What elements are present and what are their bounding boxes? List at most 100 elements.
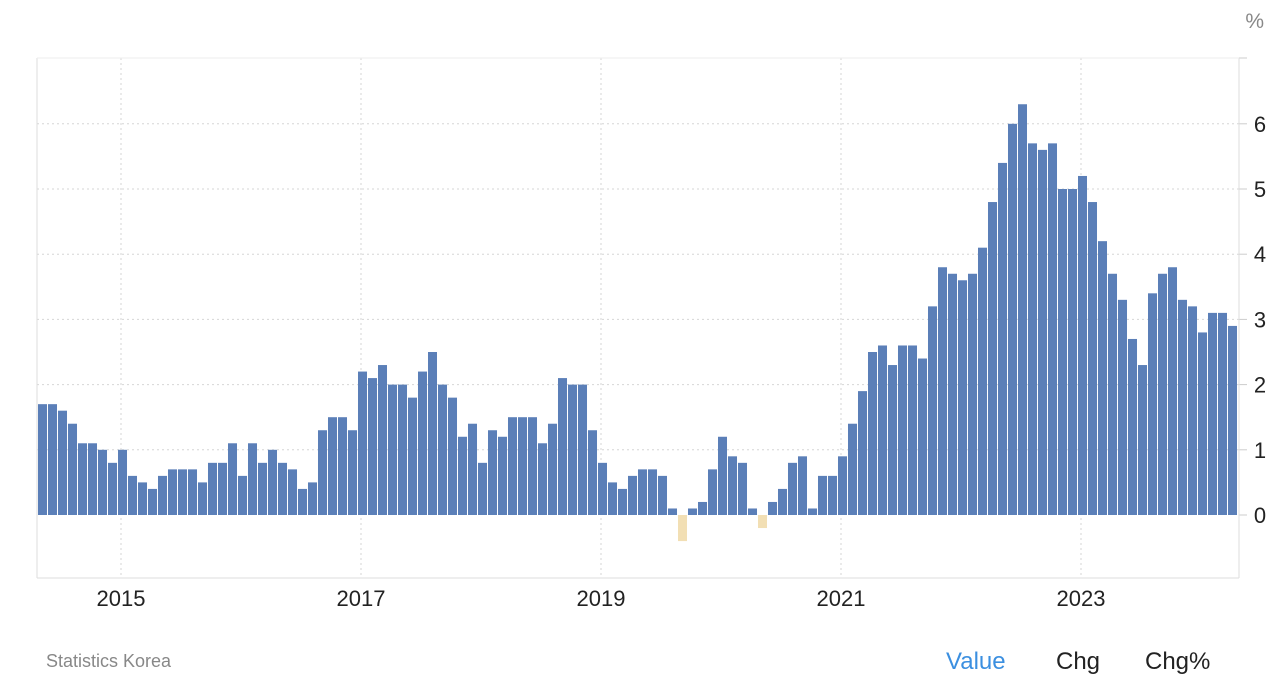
bar: [1048, 143, 1057, 516]
bar: [1088, 202, 1097, 516]
bar: [308, 482, 317, 515]
y-tick-label: 1: [1254, 438, 1266, 463]
bar: [1208, 312, 1217, 515]
bar: [608, 482, 617, 515]
bar: [218, 462, 227, 515]
bar: [198, 482, 207, 515]
bar: [138, 482, 147, 515]
bar: [618, 488, 627, 515]
source-label: Statistics Korea: [46, 651, 172, 671]
bar: [1198, 332, 1207, 515]
bar-chart: 0 1 2 3 4 5 6 2015 2017 2019 2021 2023: [36, 57, 1267, 611]
bar: [858, 391, 867, 515]
bar: [518, 417, 527, 515]
bar: [498, 436, 507, 515]
bar: [818, 475, 827, 515]
bar: [1078, 175, 1087, 515]
bar: [378, 365, 387, 515]
tab-chg[interactable]: Chg: [1056, 648, 1101, 675]
bar: [918, 358, 927, 515]
bar: [288, 469, 297, 515]
bar: [108, 462, 117, 515]
bar: [318, 430, 327, 515]
bars: [38, 104, 1237, 542]
bar: [758, 515, 767, 529]
bar: [998, 162, 1007, 516]
bar: [1128, 338, 1137, 515]
y-tick-label: 4: [1254, 242, 1266, 267]
bar: [1218, 312, 1227, 515]
bar: [1178, 299, 1187, 515]
bar: [798, 456, 807, 515]
bar: [68, 423, 77, 515]
tick-labels: 0 1 2 3 4 5 6 2015 2017 2019 2021 2023: [97, 112, 1267, 611]
bar: [468, 423, 477, 515]
bar: [178, 469, 187, 515]
bar: [708, 469, 717, 515]
bar: [398, 384, 407, 515]
bar: [268, 449, 277, 515]
bar: [948, 273, 957, 515]
bar: [578, 384, 587, 515]
bar: [908, 345, 917, 515]
bar: [828, 475, 837, 515]
bar: [408, 397, 417, 515]
bar: [338, 417, 347, 515]
unit-label: %: [1245, 10, 1264, 33]
bar: [78, 443, 87, 515]
bar: [1008, 123, 1017, 516]
bar: [1188, 306, 1197, 515]
bar: [348, 430, 357, 515]
bar: [568, 384, 577, 515]
bar: [148, 488, 157, 515]
bar: [258, 462, 267, 515]
bar: [128, 475, 137, 515]
bar: [528, 417, 537, 515]
bar: [558, 378, 567, 515]
bar: [188, 469, 197, 515]
x-tick-label: 2015: [97, 586, 146, 611]
bar: [1168, 267, 1177, 515]
bar: [458, 436, 467, 515]
bar: [738, 462, 747, 515]
bar: [748, 508, 757, 515]
bar: [868, 352, 877, 515]
bar: [48, 404, 57, 515]
bar: [428, 352, 437, 515]
bar: [698, 501, 707, 515]
grid: [37, 58, 1239, 578]
y-tick-label: 6: [1254, 112, 1266, 137]
bar: [1018, 104, 1027, 516]
bar: [298, 488, 307, 515]
bar: [1118, 299, 1127, 515]
bar: [648, 469, 657, 515]
bar: [1058, 189, 1067, 515]
bar: [838, 456, 847, 515]
bar: [958, 280, 967, 515]
bar: [168, 469, 177, 515]
bar: [678, 515, 687, 542]
bar: [1108, 273, 1117, 515]
bar: [548, 423, 557, 515]
bar: [38, 404, 47, 515]
bar: [228, 443, 237, 515]
bar: [1138, 365, 1147, 515]
bar: [808, 508, 817, 515]
bar: [58, 410, 67, 515]
x-tick-label: 2021: [817, 586, 866, 611]
bar: [328, 417, 337, 515]
bar: [1068, 189, 1077, 515]
tab-chg-percent[interactable]: Chg%: [1145, 648, 1211, 675]
bar: [1158, 273, 1167, 515]
bar: [658, 475, 667, 515]
bar: [438, 384, 447, 515]
bar: [488, 430, 497, 515]
bar: [1148, 293, 1157, 515]
bar: [1038, 149, 1047, 515]
tab-value[interactable]: Value: [946, 648, 1006, 675]
bar: [238, 475, 247, 515]
bar: [88, 443, 97, 515]
y-tick-label: 3: [1254, 307, 1266, 332]
x-tick-label: 2023: [1057, 586, 1106, 611]
bar: [1098, 241, 1107, 515]
